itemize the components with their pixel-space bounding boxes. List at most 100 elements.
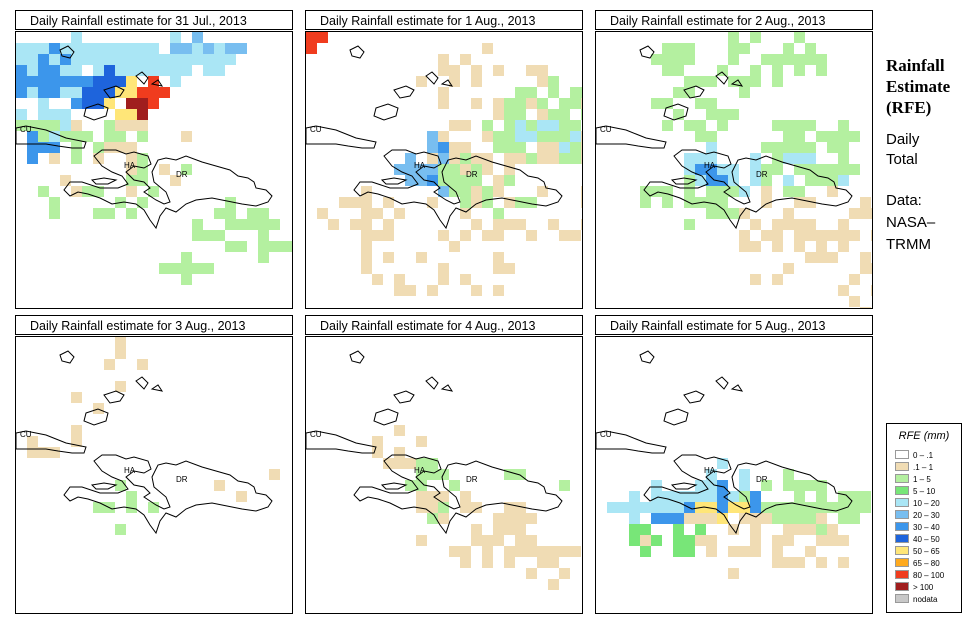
rain-cell xyxy=(816,524,827,535)
legend-title: RFE (mm) xyxy=(898,430,950,442)
legend-item: 20 – 30 xyxy=(895,510,940,520)
rain-cell xyxy=(504,557,515,568)
rain-cell xyxy=(460,153,471,164)
rain-cell xyxy=(717,513,728,524)
rain-cell xyxy=(493,230,504,241)
rain-cell xyxy=(581,186,582,197)
rain-cell xyxy=(460,186,471,197)
rainfall-map: CU HA DR xyxy=(305,336,583,614)
rain-cell xyxy=(526,546,537,557)
rain-cell xyxy=(350,197,361,208)
rain-cell xyxy=(629,524,640,535)
rain-cell xyxy=(482,230,493,241)
rain-cell xyxy=(137,131,148,142)
rain-cell xyxy=(739,480,750,491)
rain-cell xyxy=(805,142,816,153)
rain-cell xyxy=(515,87,526,98)
rain-cell xyxy=(126,87,137,98)
coastline xyxy=(715,376,729,390)
rain-cell xyxy=(93,208,104,219)
rain-cell xyxy=(570,142,581,153)
rain-cell xyxy=(673,513,684,524)
rain-cell xyxy=(170,76,181,87)
rain-cell xyxy=(82,186,93,197)
side-title-line: Estimate xyxy=(886,77,951,96)
coastline xyxy=(103,390,125,404)
rain-cell xyxy=(16,65,27,76)
rain-cell xyxy=(739,491,750,502)
rain-cell xyxy=(247,219,258,230)
rain-cell xyxy=(115,381,126,392)
rain-cell xyxy=(137,98,148,109)
rain-cell xyxy=(372,274,383,285)
rain-cell xyxy=(816,230,827,241)
rain-cell xyxy=(805,164,816,175)
rain-cell xyxy=(192,54,203,65)
rain-cell xyxy=(181,164,192,175)
rain-cell xyxy=(38,109,49,120)
rain-cell xyxy=(361,241,372,252)
rain-cell xyxy=(581,131,582,142)
rain-cell xyxy=(548,219,559,230)
legend-item: 5 – 10 xyxy=(895,486,935,496)
rain-cell xyxy=(750,153,761,164)
rain-cell xyxy=(126,164,137,175)
rain-cell xyxy=(427,131,438,142)
rain-cell xyxy=(684,87,695,98)
coastline xyxy=(16,430,87,454)
rain-cell xyxy=(684,219,695,230)
legend-label: 40 – 50 xyxy=(913,535,940,544)
rain-cell xyxy=(651,480,662,491)
rain-cell xyxy=(27,120,38,131)
rain-cell xyxy=(427,153,438,164)
rain-cell xyxy=(526,153,537,164)
rain-cell xyxy=(838,153,849,164)
rain-cell xyxy=(137,109,148,120)
rain-cell xyxy=(717,480,728,491)
rain-cell xyxy=(860,197,871,208)
legend-item: 30 – 40 xyxy=(895,522,940,532)
rain-cell xyxy=(493,285,504,296)
rain-cell xyxy=(225,197,236,208)
coastline xyxy=(730,79,744,87)
rain-cell xyxy=(772,120,783,131)
rain-cell xyxy=(515,513,526,524)
rain-cell xyxy=(816,65,827,76)
rain-cell xyxy=(137,359,148,370)
rain-cell xyxy=(38,142,49,153)
rain-cell xyxy=(838,285,849,296)
rain-cell xyxy=(372,208,383,219)
rain-cell xyxy=(214,65,225,76)
rain-cell xyxy=(148,186,159,197)
rain-cell xyxy=(225,219,236,230)
rain-cell xyxy=(739,230,750,241)
rain-cell xyxy=(192,230,203,241)
rain-cell xyxy=(805,513,816,524)
rain-cell xyxy=(504,219,515,230)
rain-cell xyxy=(236,491,247,502)
rain-cell xyxy=(372,436,383,447)
rain-cell xyxy=(104,87,115,98)
rain-cell xyxy=(728,186,739,197)
rain-cell xyxy=(728,109,739,120)
legend-label: 0 – .1 xyxy=(913,451,934,460)
rain-cell xyxy=(460,557,471,568)
rain-cell xyxy=(438,274,449,285)
rain-cell xyxy=(684,153,695,164)
rain-cell xyxy=(629,491,640,502)
side-data-line: NASA– xyxy=(886,214,936,231)
rain-cell xyxy=(214,208,225,219)
rain-cell xyxy=(548,120,559,131)
rain-cell xyxy=(684,43,695,54)
rain-cell xyxy=(739,43,750,54)
rain-cell xyxy=(761,164,772,175)
rain-cell xyxy=(581,87,582,98)
panel-title: Daily Rainfall estimate for 31 Jul., 201… xyxy=(15,10,293,30)
rain-cell xyxy=(71,54,82,65)
rain-cell xyxy=(449,186,460,197)
coastline xyxy=(393,85,415,99)
side-daily-line: Total xyxy=(886,151,918,168)
rain-cell xyxy=(280,241,291,252)
rain-cell xyxy=(438,65,449,76)
rain-cell xyxy=(570,131,581,142)
